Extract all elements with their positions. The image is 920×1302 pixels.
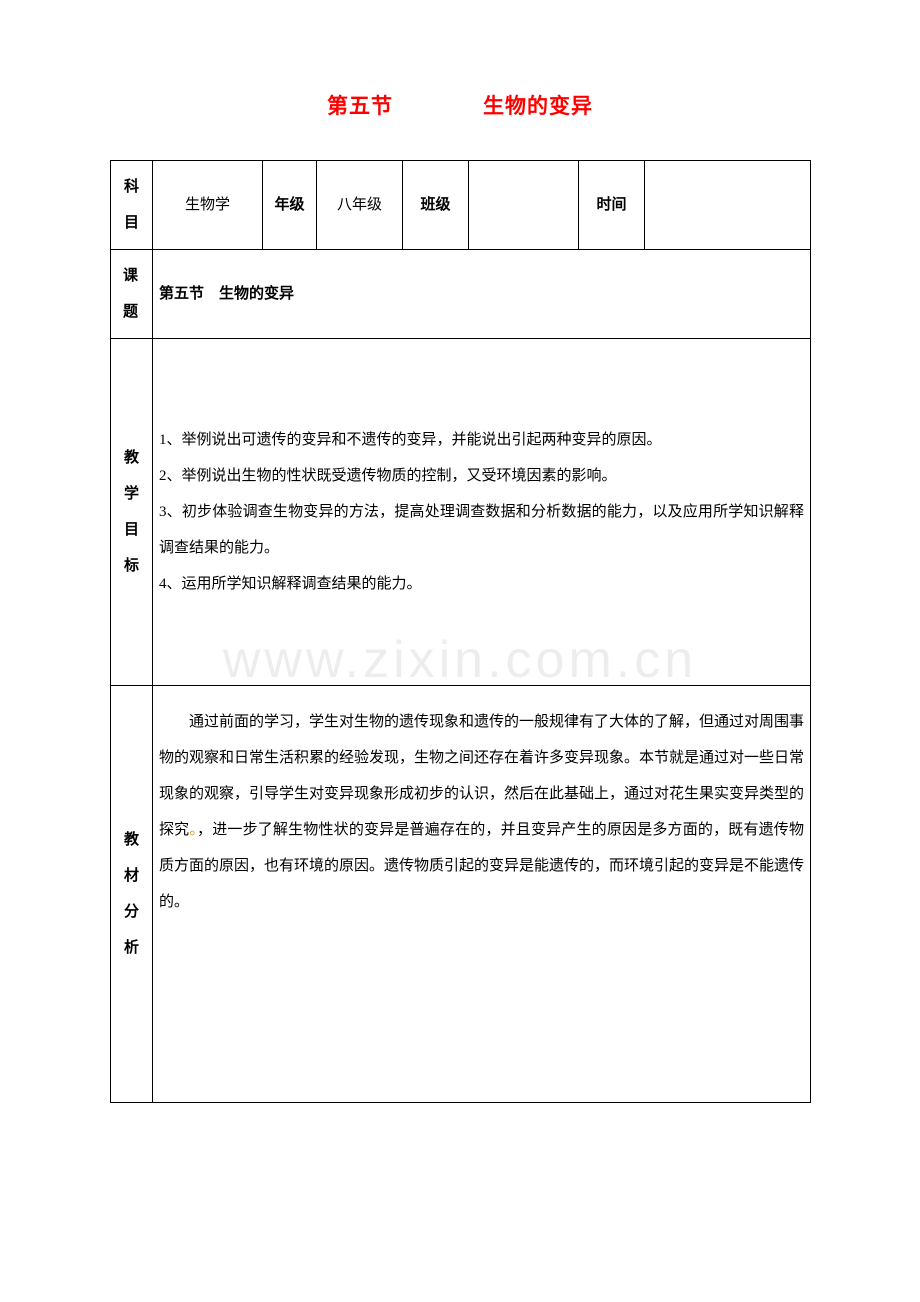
analysis-row: 教 材 分 析 通过前面的学习，学生对生物的遗传现象和遗传的一般规律有了大体的了… [111,686,811,1103]
title-left: 第五节 [327,94,393,118]
revision-marker-icon: 。 [189,822,197,838]
analysis-content: 通过前面的学习，学生对生物的遗传现象和遗传的一般规律有了大体的了解，但通过对周围… [153,686,811,1103]
analysis-label: 教 材 分 析 [111,686,153,1103]
time-label: 时间 [579,161,645,250]
class-label: 班级 [403,161,469,250]
title-right: 生物的变异 [483,94,593,118]
header-row: 科目 生物学 年级 八年级 班级 时间 [111,161,811,250]
goal-item-2: 2、举例说出生物的性状既受遗传物质的控制，又受环境因素的影响。 [159,458,804,494]
lesson-plan-table: 科目 生物学 年级 八年级 班级 时间 课 题 第五节 生物的变异 教 学 目 … [110,160,811,1103]
course-label: 课 题 [111,250,153,339]
time-value [645,161,811,250]
class-value [469,161,579,250]
goals-content: 1、举例说出可遗传的变异和不遗传的变异，并能说出引起两种变异的原因。 2、举例说… [153,339,811,686]
grade-label: 年级 [263,161,317,250]
goals-label: 教 学 目 标 [111,339,153,686]
goal-item-3: 3、初步体验调查生物变异的方法，提高处理调查数据和分析数据的能力，以及应用所学知… [159,494,804,566]
grade-value: 八年级 [317,161,403,250]
analysis-text-post: ，进一步了解生物性状的变异是普遍存在的，并且变异产生的原因是多方面的，既有遗传物… [159,822,804,910]
page-title: 第五节 生物的变异 [110,90,810,120]
goal-item-4: 4、运用所学知识解释调查结果的能力。 [159,566,804,602]
goals-row: 教 学 目 标 1、举例说出可遗传的变异和不遗传的变异，并能说出引起两种变异的原… [111,339,811,686]
subject-label: 科目 [111,161,153,250]
course-value: 第五节 生物的变异 [153,250,811,339]
course-row: 课 题 第五节 生物的变异 [111,250,811,339]
goal-item-1: 1、举例说出可遗传的变异和不遗传的变异，并能说出引起两种变异的原因。 [159,422,804,458]
analysis-text-pre: 通过前面的学习，学生对生物的遗传现象和遗传的一般规律有了大体的了解，但通过对周围… [159,714,804,838]
subject-value: 生物学 [153,161,263,250]
